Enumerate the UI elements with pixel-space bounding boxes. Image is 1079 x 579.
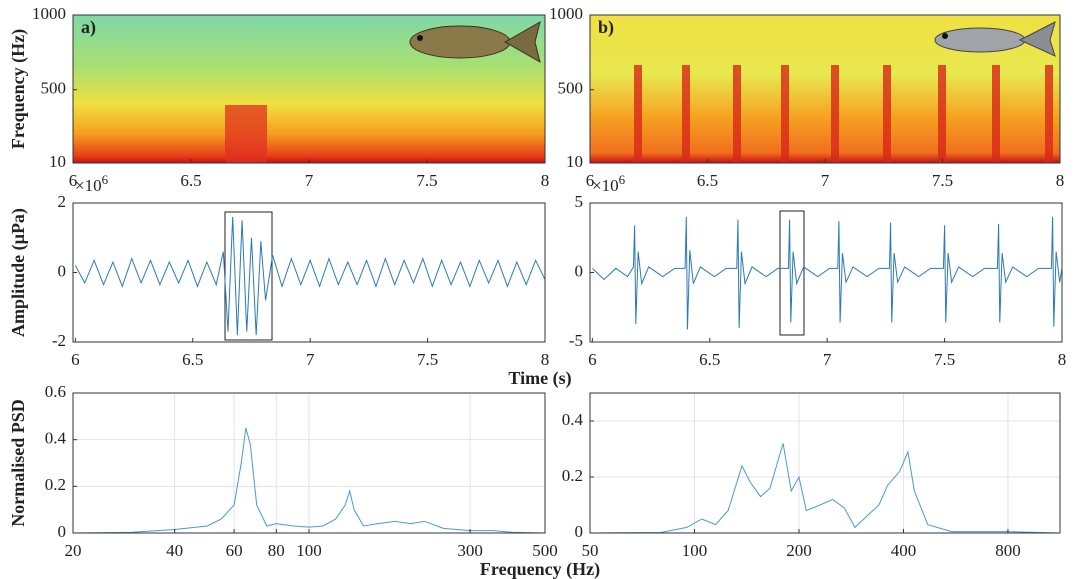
panel: 6 6.5 7 7.5 8 10 500 1000 b): [549, 4, 1064, 190]
multiplier-base: ×10: [75, 176, 102, 195]
y-tick-label: 0.2: [45, 475, 66, 494]
multiplier-power: 6: [102, 172, 109, 187]
panel: 50 100 200 400 800 0 0.2 0.4 Frequency (Hz): [480, 392, 1061, 579]
panel: 20 40 60 80 100 300 500 0 0.2 0.4 0.6 Normalised PS…: [8, 382, 558, 560]
selection-box: [779, 210, 805, 336]
x-tick-label: 8: [541, 350, 550, 369]
x-tick-label: 7.5: [934, 350, 955, 369]
call-energy: [225, 105, 267, 163]
haddock-icon: [934, 21, 1056, 57]
x-tick-label: 20: [65, 541, 82, 560]
series-line: [589, 443, 1061, 534]
series-line: [592, 216, 1063, 330]
x-tick-label: 200: [786, 541, 812, 560]
axes-frame: [589, 392, 1061, 534]
panel: 6 6.5 7 7.5 8 10 500 1000 a) Frequency (Hz): [8, 4, 549, 190]
x-tick-label: 400: [891, 541, 917, 560]
x-tick-label: 100: [296, 541, 322, 560]
x-tick-label: 6: [588, 350, 597, 369]
y-tick-label: 0: [58, 261, 67, 280]
x-tick-label: 40: [166, 541, 183, 560]
y-axis-label: Frequency (Hz): [8, 29, 29, 149]
multiplier-base: ×10: [592, 176, 619, 195]
x-tick-label: 6.5: [180, 171, 201, 190]
x-tick-label: 80: [268, 541, 285, 560]
x-tick-label: 50: [582, 541, 599, 560]
axis-multiplier: ×106: [75, 172, 109, 195]
x-tick-label: 800: [995, 541, 1021, 560]
x-tick-label: 6: [71, 350, 80, 369]
x-tick-label: 500: [532, 541, 558, 560]
y-tick-label: 0: [58, 522, 67, 541]
x-tick-label: 7.5: [416, 171, 437, 190]
cod-icon: [409, 20, 541, 64]
y-axis-label: Normalised PSD: [8, 399, 28, 527]
y-tick-label: 0: [575, 522, 584, 541]
y-axis-label: Amplitude (µPa): [8, 208, 29, 337]
panel-label: b): [598, 17, 614, 38]
y-tick-label: 0: [575, 261, 584, 280]
axis-multiplier: ×106: [592, 172, 626, 195]
x-axis-label: Time (s): [508, 368, 571, 389]
multiplier-power: 6: [619, 172, 626, 187]
y-tick-label: 500: [558, 79, 584, 98]
axes-frame: [72, 202, 546, 343]
x-tick-label: 6.5: [697, 171, 718, 190]
x-tick-label: 300: [457, 541, 483, 560]
y-tick-label: 10: [49, 152, 66, 171]
y-tick-label: 5: [575, 192, 584, 211]
axes-frame: [589, 202, 1063, 343]
y-tick-label: 1000: [32, 4, 66, 23]
y-tick-label: 500: [41, 79, 67, 98]
x-tick-label: 8: [1058, 350, 1067, 369]
x-tick-label: 7.5: [417, 350, 438, 369]
x-tick-label: 6.5: [182, 350, 203, 369]
series-line: [74, 216, 546, 336]
y-tick-label: 1000: [549, 4, 583, 23]
x-tick-label: 7: [821, 171, 830, 190]
x-tick-label: 7: [823, 350, 832, 369]
x-tick-label: 6.5: [699, 350, 720, 369]
y-tick-label: 0.4: [562, 410, 584, 429]
y-tick-label: 0.4: [45, 429, 67, 448]
x-tick-label: 8: [1056, 171, 1065, 190]
x-tick-label: 7.5: [932, 171, 953, 190]
x-tick-label: 8: [541, 171, 550, 190]
x-tick-label: 7: [306, 350, 315, 369]
y-tick-label: 2: [58, 192, 67, 211]
x-tick-label: 7: [305, 171, 314, 190]
y-tick-label: 0.6: [45, 382, 66, 401]
series-line: [72, 427, 546, 534]
y-tick-label: -2: [52, 331, 66, 350]
x-axis-label: Frequency (Hz): [480, 559, 600, 579]
pulse-stripes: [634, 65, 1053, 163]
x-tick-label: 6: [586, 171, 595, 190]
y-tick-label: 10: [566, 152, 583, 171]
x-tick-label: 60: [226, 541, 243, 560]
x-tick-label: 100: [682, 541, 708, 560]
x-tick-label: 6: [69, 171, 78, 190]
panel-label: a): [81, 17, 96, 38]
y-tick-label: 0.2: [562, 466, 583, 485]
y-tick-label: -5: [569, 331, 583, 350]
